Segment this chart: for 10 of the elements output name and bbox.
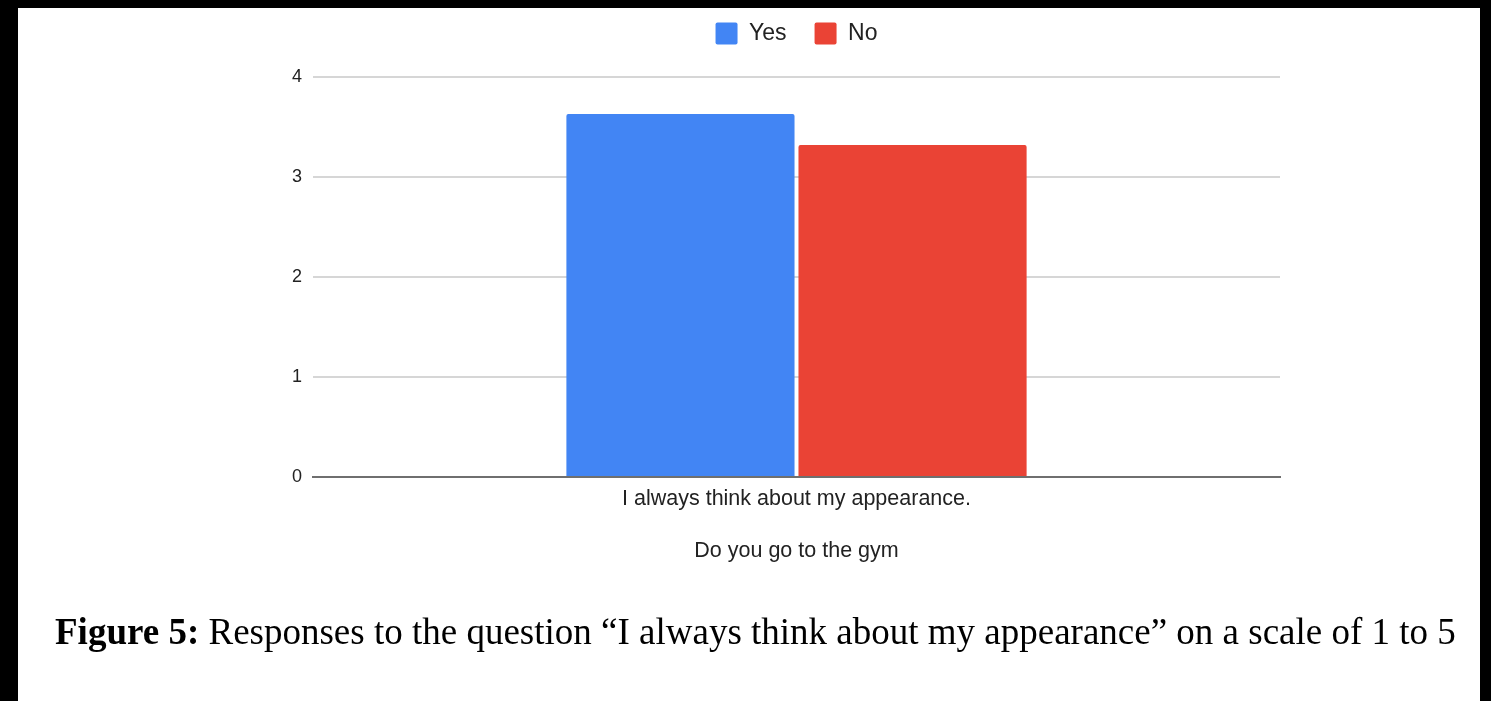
y-tick-label: 1 [291, 365, 302, 386]
caption: Figure 5: Responses to the question “I always think about my appearance” on a scale of 1 to 5 [55, 610, 1456, 654]
x-axis-title: Do you go to the gym [694, 538, 899, 563]
legend-label: Yes [749, 18, 787, 45]
y-tick-label: 0 [291, 465, 302, 486]
y-tick-label: 3 [291, 165, 302, 186]
x-tick-label: I always think about my appearance. [622, 485, 971, 510]
y-tick-label: 4 [291, 65, 302, 86]
legend-label: No [848, 18, 878, 45]
y-tick-label: 2 [291, 265, 302, 286]
